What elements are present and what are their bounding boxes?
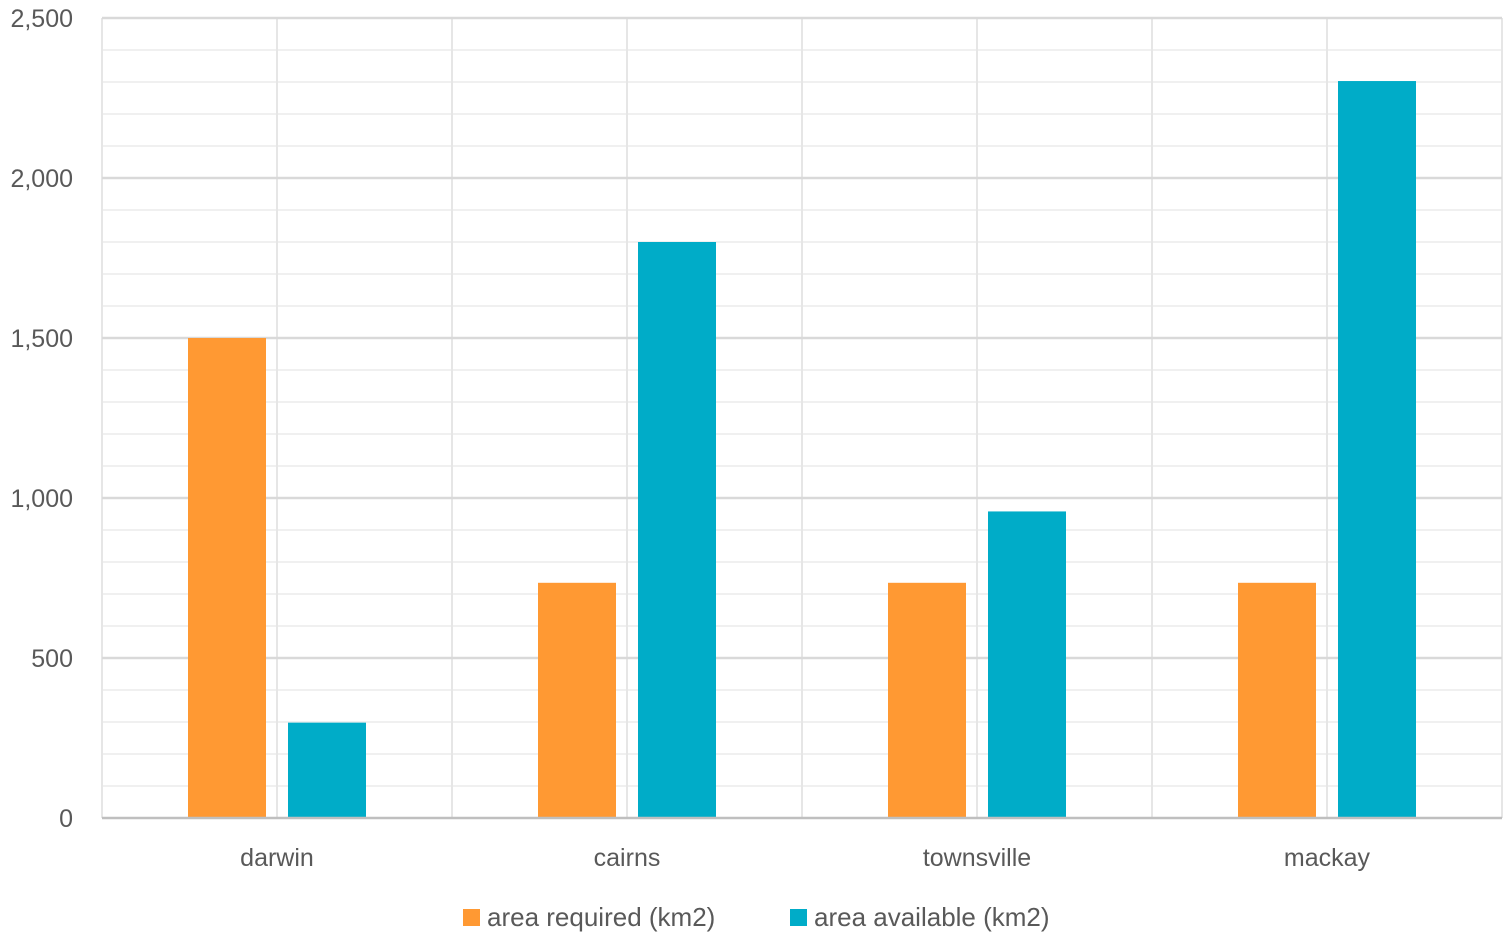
x-tick-label: cairns [594, 844, 661, 872]
x-tick-label: townsville [923, 844, 1031, 872]
x-tick-label: mackay [1284, 844, 1371, 872]
x-tick-label: darwin [240, 844, 314, 872]
bar-mackay-series-1 [1238, 582, 1316, 818]
legend: area required (km2) area available (km2) [463, 902, 1050, 932]
y-tick-label: 0 [59, 805, 73, 833]
y-tick-label: 2,500 [10, 5, 73, 33]
y-tick-label: 1,500 [10, 325, 73, 353]
y-tick-label: 1,000 [10, 485, 73, 513]
bar-townsville-series-1 [888, 582, 966, 818]
y-axis-tick-labels: 0 500 1,000 1,500 2,000 2,500 [10, 5, 73, 833]
legend-label: area required (km2) [487, 902, 715, 932]
bars [188, 81, 1416, 819]
bar-darwin-series-2 [288, 722, 366, 818]
y-tick-label: 500 [31, 645, 73, 673]
bar-darwin-series-1 [188, 338, 266, 818]
y-tick-label: 2,000 [10, 165, 73, 193]
vertical-gridlines [101, 18, 1503, 818]
bar-townsville-series-2 [988, 511, 1066, 818]
x-axis-tick-labels: darwin cairns townsville mackay [240, 844, 1370, 872]
bar-mackay-series-2 [1338, 81, 1416, 819]
bar-cairns-series-1 [538, 582, 616, 818]
major-gridlines [102, 16, 1502, 660]
legend-swatch [463, 909, 480, 926]
legend-label: area available (km2) [814, 902, 1050, 932]
bar-cairns-series-2 [638, 242, 716, 818]
legend-swatch [790, 909, 807, 926]
